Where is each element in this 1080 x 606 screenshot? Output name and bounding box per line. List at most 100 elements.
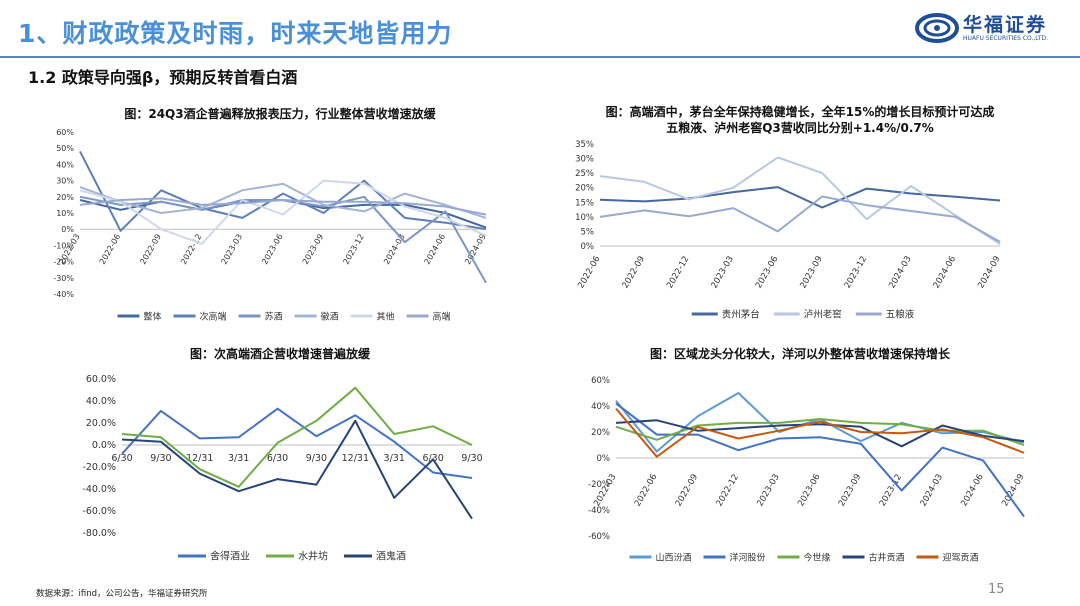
header-divider <box>0 56 1080 58</box>
x-tick-label: 9/30 <box>461 453 482 464</box>
x-tick-label: 2022-03 <box>592 473 618 509</box>
x-tick-label: 2022-09 <box>674 473 700 509</box>
x-tick-label: 2023-09 <box>798 255 824 291</box>
x-tick-label: 12/31 <box>186 453 213 464</box>
series-line-酒鬼酒 <box>121 419 473 520</box>
logo-swirl-icon <box>915 13 959 43</box>
page-title: 1、财政政策及时雨，时来天地皆用力 <box>18 19 453 48</box>
legend-label: 酒鬼酒 <box>376 550 406 563</box>
series-line-泸州老窖 <box>599 156 1001 245</box>
x-tick-label: 2022-06 <box>576 255 602 291</box>
series-line-洋河股份 <box>615 402 1025 518</box>
series-line-次高端 <box>79 150 487 232</box>
y-tick-label: 35% <box>575 140 594 150</box>
x-tick-label: 2023-03 <box>220 233 245 266</box>
legend-label: 泸州老窖 <box>804 309 842 321</box>
y-tick-label: -80.0% <box>82 528 116 539</box>
y-tick-label: 0% <box>581 242 595 252</box>
legend-label: 洋河股份 <box>730 552 766 564</box>
chart3-plot: 60.0% 40.0% 20.0% 0.0% -20.0% -40.0% -60.0% -80… <box>82 374 482 563</box>
y-tick-label: 0% <box>61 225 74 234</box>
y-tick-label: -40% <box>53 290 74 299</box>
chart2-title-line2: 五粮液、泸州老窖Q3营收同比分别+1.4%/0.7% <box>666 121 934 135</box>
y-tick-label: 40% <box>56 160 74 169</box>
y-tick-label: -30% <box>53 274 74 283</box>
y-tick-label: -20% <box>53 258 74 267</box>
x-tick-label: 3/31 <box>228 453 249 464</box>
legend-label: 徽酒 <box>321 311 339 323</box>
y-tick-label: 20% <box>575 184 594 194</box>
x-tick-label: 2023-06 <box>754 255 780 291</box>
x-tick-label: 2023-06 <box>796 473 822 509</box>
y-tick-label: 60.0% <box>86 374 116 385</box>
y-tick-label: 60% <box>591 376 610 386</box>
y-tick-label: -60% <box>588 532 610 542</box>
chart3-title: 图：次高端酒企营收增速普遍放缓 <box>189 347 370 361</box>
x-tick-label: 2024-03 <box>382 233 407 266</box>
chart4-title: 图：区域龙头分化较大，洋河以外整体营收增速保持增长 <box>649 347 950 361</box>
y-tick-label: -60.0% <box>82 506 116 517</box>
legend-label: 整体 <box>144 311 162 323</box>
y-tick-label: -10% <box>53 241 74 250</box>
legend-label: 舍得酒业 <box>210 550 250 563</box>
x-tick-label: 2022-09 <box>621 255 647 291</box>
chart1-title: 图：24Q3酒企普遍释放报表压力，行业整体营收增速放缓 <box>124 107 436 121</box>
y-tick-label: 10% <box>575 213 594 223</box>
x-tick-label: 2022-06 <box>98 233 123 266</box>
x-tick-label: 2023-06 <box>260 233 285 266</box>
y-tick-label: 20% <box>56 193 74 202</box>
legend-label: 贵州茅台 <box>722 309 760 321</box>
chart1-plot: 60% 50% 40% 30% 20% 10% 0% -10% -20% -30% -40% 2022… <box>53 128 487 323</box>
y-tick-label: -20% <box>588 480 610 490</box>
y-tick-label: -40.0% <box>82 484 116 495</box>
series-line-其他 <box>79 179 487 245</box>
y-tick-label: 20.0% <box>86 418 116 429</box>
legend-label: 次高端 <box>200 311 227 323</box>
chart4-plot: 60% 40% 20% 0% -20% -40% -60% 2022-03 2022-06 202… <box>588 376 1027 564</box>
y-tick-label: 25% <box>575 169 594 179</box>
chart2-title-line1: 图：高端酒中，茅台全年保持稳健增长，全年15%的增长目标预计可达成 <box>605 105 995 119</box>
series-line-徽酒 <box>79 182 487 219</box>
y-tick-label: -20.0% <box>82 462 116 473</box>
series-line-高端 <box>79 197 487 216</box>
x-tick-label: 2022-06 <box>633 473 659 509</box>
y-tick-label: -40% <box>588 506 610 516</box>
legend-label: 五粮液 <box>886 309 915 321</box>
y-tick-label: 5% <box>581 227 595 237</box>
page-number: 15 <box>988 582 1005 597</box>
data-source-note: 数据来源：ifind，公司公告，华福证券研究所 <box>36 589 208 599</box>
x-tick-label: 2024-09 <box>976 255 1002 291</box>
x-tick-label: 2024-06 <box>959 473 985 509</box>
x-tick-label: 2022-09 <box>138 233 163 266</box>
x-tick-label: 9/30 <box>306 453 327 464</box>
x-tick-label: 2023-03 <box>755 473 781 509</box>
x-tick-label: 2024-03 <box>887 255 913 291</box>
series-line-古井贡酒 <box>615 419 1025 448</box>
legend-label: 其他 <box>377 311 395 323</box>
y-tick-label: 20% <box>591 428 610 438</box>
x-tick-label: 2022-12 <box>715 473 741 509</box>
chart2-plot: 35% 30% 25% 20% 15% 10% 5% 0% 2022-06 2022-09 2022… <box>575 140 1003 321</box>
legend-label: 今世缘 <box>804 552 831 564</box>
x-tick-label: 2023-12 <box>843 255 869 291</box>
x-tick-label: 2024-06 <box>932 255 958 291</box>
legend-label: 水井坊 <box>298 550 328 563</box>
legend-label: 迎驾贡酒 <box>943 552 979 564</box>
y-tick-label: 40% <box>591 402 610 412</box>
y-tick-label: 60% <box>56 128 74 137</box>
x-tick-label: 9/30 <box>150 453 171 464</box>
y-tick-label: 30% <box>575 155 594 165</box>
x-tick-label: 2022-12 <box>665 255 691 291</box>
y-tick-label: 30% <box>56 177 74 186</box>
series-line-五粮液 <box>599 195 1001 243</box>
series-line-水井坊 <box>121 386 473 488</box>
logo-name: 华福证券 <box>963 14 1048 36</box>
x-tick-label: 2023-12 <box>341 233 366 266</box>
x-tick-label: 2024-03 <box>919 473 945 509</box>
x-tick-label: 2023-03 <box>710 255 736 291</box>
section-title: 1.2 政策导向强β，预期反转首看白酒 <box>28 68 298 87</box>
company-logo: 华福证券 HUAFU SECURITIES CO.,LTD. <box>915 8 1075 48</box>
y-tick-label: 0.0% <box>92 440 116 451</box>
legend-label: 苏酒 <box>265 311 283 323</box>
x-tick-label: 2023-09 <box>837 473 863 509</box>
